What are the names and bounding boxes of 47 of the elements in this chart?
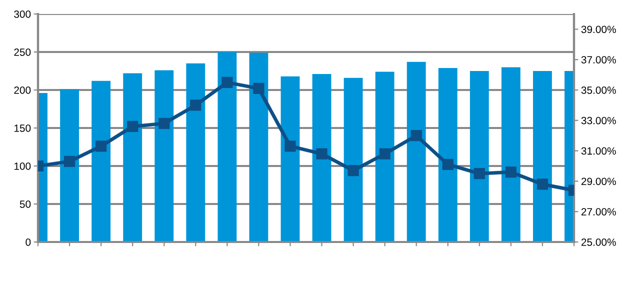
y-tick-label: 150 [14, 124, 31, 132]
point [96, 140, 107, 152]
bar [218, 52, 237, 242]
bar [470, 71, 489, 242]
y2-tick-label: 35.00% [581, 86, 616, 94]
y2-tick-label: 33.00% [581, 116, 616, 124]
bar [501, 67, 520, 242]
point [284, 140, 296, 152]
point [536, 178, 548, 190]
y2-tick-label: 27.00% [581, 208, 616, 216]
bar [92, 80, 111, 242]
point [505, 166, 516, 178]
point [348, 165, 359, 176]
bar [60, 89, 79, 242]
bar [375, 72, 394, 242]
y2-tick-label: 25.00% [581, 238, 616, 246]
point [158, 118, 170, 129]
bar [186, 63, 206, 242]
point [474, 168, 485, 180]
bar [533, 71, 552, 242]
y2-tick-label: 29.00% [581, 178, 616, 186]
point [410, 130, 422, 142]
bar [123, 73, 142, 242]
y-tick-label: 0 [26, 238, 31, 246]
point [127, 120, 138, 132]
bar [280, 76, 300, 242]
y-tick-label: 50 [20, 200, 31, 208]
point [190, 100, 202, 111]
point [316, 148, 328, 160]
point [253, 82, 264, 94]
point [379, 148, 390, 160]
bar [249, 52, 268, 242]
y2-tick-label: 39.00% [581, 26, 616, 34]
y-tick-label: 200 [14, 86, 31, 94]
bar [154, 70, 174, 242]
point [222, 76, 233, 88]
point [442, 158, 454, 170]
bar [406, 62, 426, 242]
y2-tick-label: 37.00% [581, 56, 616, 64]
point [64, 156, 76, 167]
bar [344, 78, 363, 242]
bar [312, 74, 332, 242]
y-tick-label: 250 [14, 48, 31, 56]
y-tick-label: 100 [14, 162, 31, 170]
y-tick-label: 300 [14, 10, 31, 18]
bar [438, 68, 458, 242]
y2-tick-label: 31.00% [581, 147, 616, 155]
